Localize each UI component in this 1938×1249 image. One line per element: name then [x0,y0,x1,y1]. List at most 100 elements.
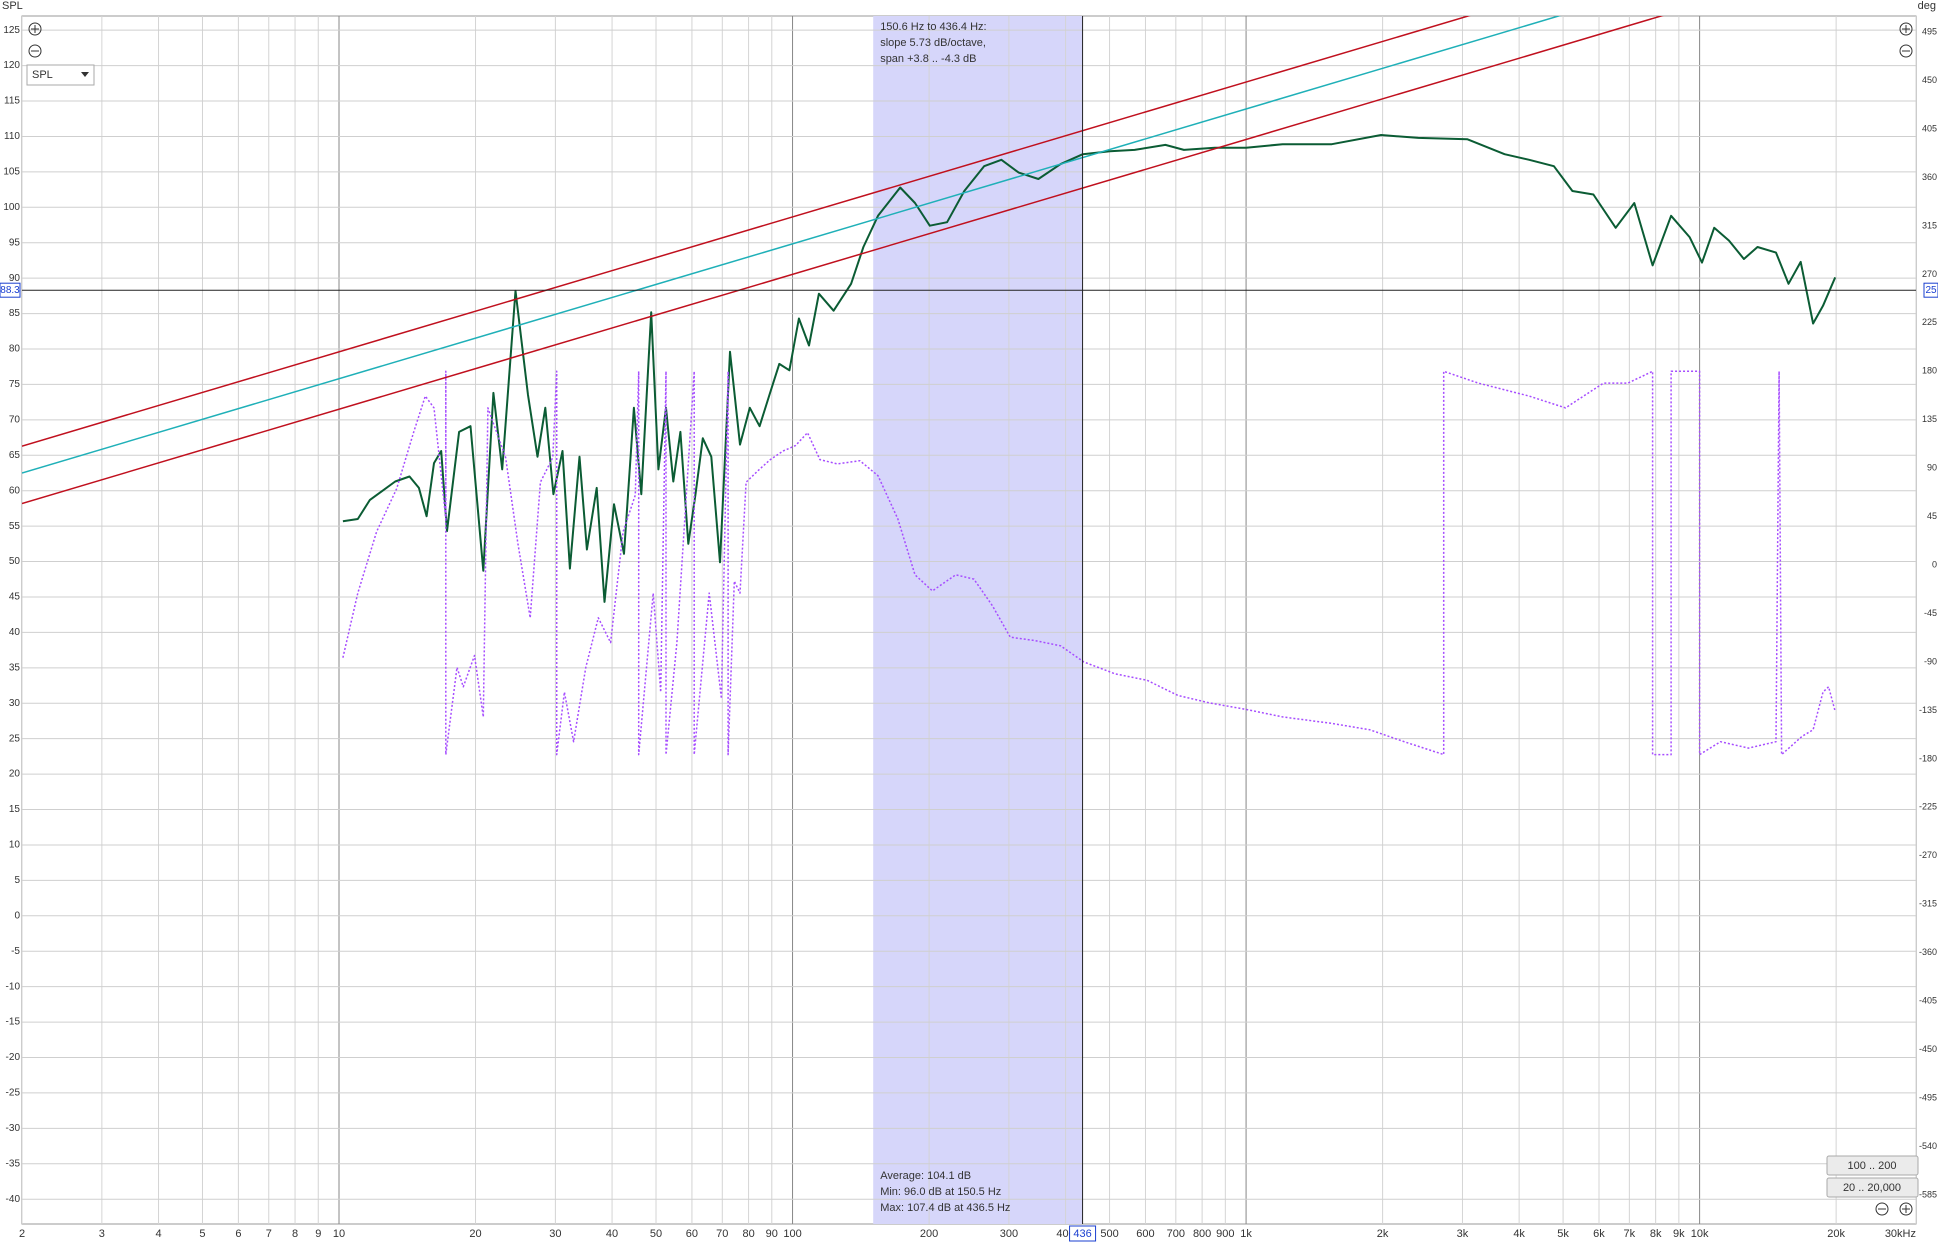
line-layer [22,16,1916,1224]
x-tick-label: 9 [315,1228,321,1240]
cursor-y-label: 88.3 [0,285,20,296]
y-tick-label: 105 [3,167,20,178]
y2-tick-label: 270 [1922,269,1937,279]
y-tick-label: -10 [6,981,21,992]
grid-layer [22,16,1916,1224]
x-tick-label: 20 [469,1228,481,1240]
y2-tick-label: -315 [1919,899,1937,909]
x-tick-label: 30 [549,1228,561,1240]
x-tick-label: 6k [1593,1228,1605,1240]
zoom-in[interactable] [28,22,42,36]
zoom-in[interactable] [1899,1202,1913,1216]
x-tick-label: 300 [1000,1228,1018,1240]
dropdown[interactable]: SPL [26,64,95,86]
x-tick-label: 40 [606,1228,618,1240]
zoom-out[interactable] [1899,44,1913,58]
range-button[interactable] [1826,1155,1919,1176]
cursor-x-box [1069,1225,1097,1242]
zoom-in[interactable] [1899,22,1913,36]
x-tick-label: 9k [1673,1228,1685,1240]
x-tick-label: 70 [716,1228,728,1240]
zoom-out[interactable] [28,44,42,58]
cursor-y2-box [1923,282,1938,298]
x-tick-label: 3 [99,1228,105,1240]
y-tick-label: 35 [9,662,21,673]
y-tick-label: 95 [9,237,21,248]
x-tick-label: 900 [1216,1228,1234,1240]
zoom-out[interactable] [1875,1202,1889,1216]
y-axis-title: SPL [2,0,23,12]
dropdown-box[interactable] [26,64,95,86]
y-tick-label: -30 [6,1123,21,1134]
x-tick-label: 20k [1827,1228,1845,1240]
y2-tick-label: 360 [1922,172,1937,182]
x-tick-label: 6 [235,1228,241,1240]
x-tick-label: 80 [742,1228,754,1240]
y2-tick-label: 405 [1922,123,1937,133]
y2-tick-label: -90 [1924,656,1937,666]
y-tick-label: 20 [9,769,21,780]
y-tick-label: 10 [9,840,21,851]
series-line [342,370,1836,756]
selection-stats: Max: 107.4 dB at 436.5 Hz [880,1202,1010,1214]
cursor-y-box [0,282,21,298]
x-tick-label: 30kHz [1885,1228,1916,1240]
range-button-label: 20 .. 20,000 [1843,1182,1901,1194]
x-tick-label: 3k [1457,1228,1469,1240]
y-tick-label: 30 [9,698,21,709]
selection-stats: Average: 104.1 dB [880,1170,971,1182]
x-tick-label: 10k [1691,1228,1709,1240]
y-tick-label: 80 [9,344,21,355]
x-tick-label: 4 [155,1228,161,1240]
y-tick-label: 40 [9,627,21,638]
x-tick-label: 2 [19,1228,25,1240]
y2-tick-label: -360 [1919,947,1937,957]
range-buttons: 100 .. 200 20 .. 20,000 [1826,1155,1919,1198]
range-button[interactable] [1826,1177,1919,1198]
y2-tick-label: 315 [1922,220,1937,230]
y-tick-label: 85 [9,308,21,319]
x-tick-label: 500 [1100,1228,1118,1240]
y2-tick-label: 180 [1922,366,1937,376]
x-tick-label: 90 [766,1228,778,1240]
selection-info: span +3.8 .. -4.3 dB [880,53,976,65]
x-tick-label: 5 [199,1228,205,1240]
y-tick-label: -35 [6,1158,21,1169]
y2-tick-label: -405 [1919,996,1937,1006]
y2-tick-label: -495 [1919,1092,1937,1102]
y2-tick-label: -450 [1919,1044,1937,1054]
y2-tick-label: -540 [1919,1141,1937,1151]
x-tick-label: 4k [1513,1228,1525,1240]
y2-tick-label: -225 [1919,802,1937,812]
y2-tick-label: 135 [1922,414,1937,424]
x-tick-label: 8k [1650,1228,1662,1240]
x-tick-label: 7 [266,1228,272,1240]
y-tick-label: 65 [9,450,21,461]
y-tick-label: 90 [9,273,21,284]
y2-tick-label: -585 [1919,1189,1937,1199]
y2-tick-label: -180 [1919,753,1937,763]
y2-tick-label: -45 [1924,608,1937,618]
series-line [342,134,1837,603]
y-tick-label: 15 [9,804,21,815]
y2-tick-label: -270 [1919,850,1937,860]
label-layer: 2 3 4 5 6 7 8 9 10 20 30 40 50 60 70 80 90 100 200 300 400 50… [0,21,1938,1242]
zoom-in-icon [31,25,39,33]
y-tick-label: 45 [9,592,21,603]
x-tick-label: 7k [1624,1228,1636,1240]
zoom-in-icon [1902,25,1910,33]
x-tick-label: 50 [650,1228,662,1240]
y2-tick-label: -135 [1919,705,1937,715]
x-tick-label: 600 [1136,1228,1154,1240]
y-tick-label: -20 [6,1052,21,1063]
y-tick-label: 110 [4,131,20,142]
series-line [22,16,1664,505]
zoom-in-icon [1902,1205,1910,1213]
y2-tick-label: 45 [1927,511,1937,521]
x-tick-label: 200 [920,1228,938,1240]
y2-tick-label: 450 [1922,75,1937,85]
series-line [22,16,1471,447]
selection-info: 150.6 Hz to 436.4 Hz: [880,21,986,33]
